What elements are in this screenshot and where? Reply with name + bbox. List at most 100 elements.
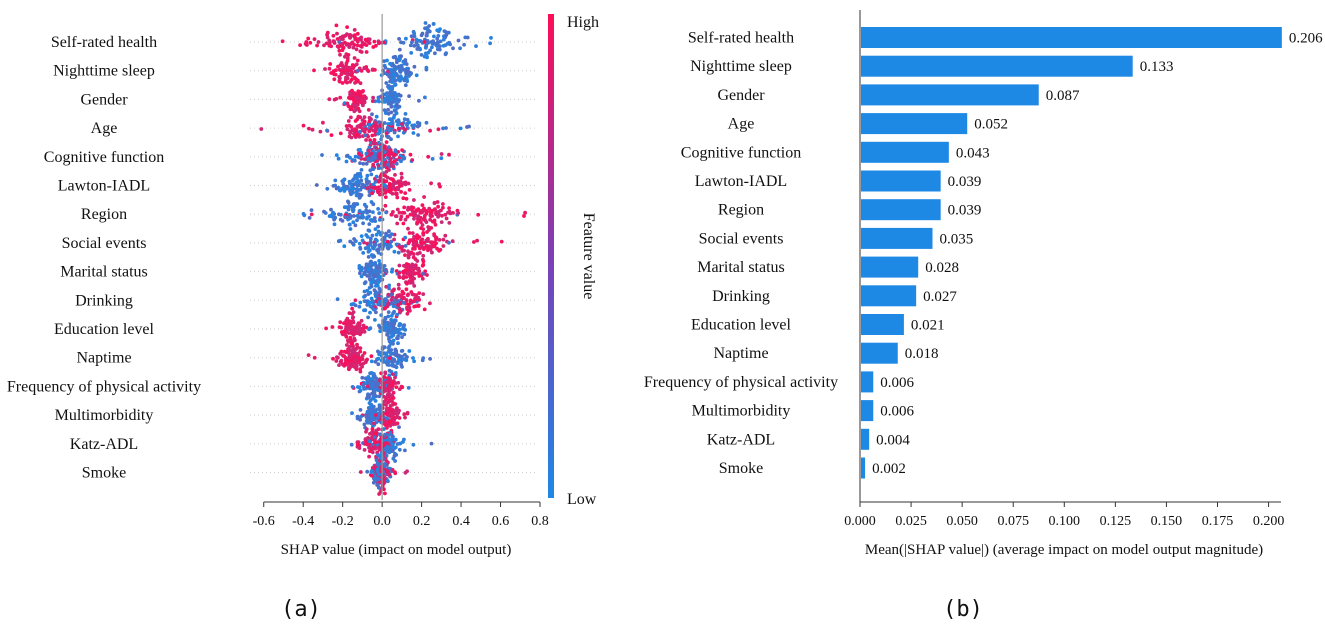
shap-point — [377, 296, 381, 301]
shap-point — [359, 234, 364, 239]
shap-point — [403, 83, 408, 88]
shap-point — [389, 239, 394, 244]
shap-point — [383, 371, 388, 376]
bar-label-age: Age — [728, 116, 755, 133]
shap-point — [447, 240, 451, 245]
shap-point — [392, 454, 397, 458]
shap-point — [443, 212, 448, 217]
shap-point — [360, 375, 365, 380]
shap-point — [417, 269, 422, 274]
shap-point — [371, 202, 376, 207]
shap-point — [356, 385, 360, 389]
shap-point — [376, 207, 380, 211]
x-tick-label: 0.0 — [373, 514, 391, 529]
shap-point — [337, 48, 342, 53]
bar-label-social-events: Social events — [699, 230, 784, 247]
shap-point — [419, 53, 424, 57]
shap-point — [403, 470, 408, 475]
shap-point — [422, 245, 427, 250]
shap-point — [349, 93, 354, 98]
mean-shap-bar-panel: Self-rated health Nighttime sleep Gender Ag… — [644, 10, 1323, 622]
shap-point — [407, 238, 412, 243]
shap-point — [358, 247, 363, 251]
shap-point — [405, 69, 409, 74]
shap-point — [395, 415, 400, 419]
shap-point — [394, 119, 399, 123]
feature-label-naptime: Naptime — [76, 350, 131, 367]
shap-point — [426, 154, 431, 159]
bar-value-education-level: 0.021 — [911, 318, 945, 334]
shap-point — [358, 271, 362, 276]
shap-point — [348, 362, 352, 366]
shap-point — [416, 45, 421, 50]
shap-point — [362, 100, 367, 105]
shap-point — [364, 427, 369, 431]
shap-point — [397, 210, 402, 215]
shap-point — [399, 54, 403, 59]
shap-point — [422, 213, 427, 218]
shap-point — [372, 393, 377, 397]
shap-point — [412, 44, 417, 48]
shap-point — [357, 322, 362, 326]
shap-point — [336, 156, 341, 161]
shap-point — [403, 182, 408, 187]
shap-point — [407, 265, 412, 269]
shap-point — [386, 135, 390, 140]
shap-point — [444, 30, 448, 35]
shap-point — [359, 193, 363, 197]
bar-label-region: Region — [718, 202, 764, 219]
shap-point — [332, 39, 336, 44]
shap-point — [440, 213, 444, 218]
shap-point — [349, 115, 353, 120]
shap-point — [355, 58, 360, 63]
shap-point — [324, 326, 328, 331]
x-tick-label: 0.050 — [946, 514, 978, 529]
shap-point — [439, 156, 444, 161]
shap-point — [343, 361, 348, 366]
shap-point — [488, 41, 492, 46]
shap-point — [404, 196, 409, 201]
shap-point — [330, 212, 335, 216]
shap-point — [362, 448, 367, 452]
shap-point — [407, 272, 412, 277]
shap-point — [407, 188, 412, 192]
shap-point — [384, 459, 389, 463]
shap-point — [358, 115, 362, 120]
shap-point — [390, 87, 395, 92]
shap-point — [366, 149, 371, 153]
shap-point — [309, 208, 314, 213]
shap-point — [399, 171, 404, 176]
shap-point — [413, 293, 418, 298]
shap-point — [399, 301, 403, 306]
shap-point — [403, 253, 407, 257]
shap-point — [386, 314, 391, 319]
shap-point — [359, 274, 364, 279]
shap-point — [361, 361, 366, 366]
shap-point — [382, 59, 387, 63]
shap-point — [358, 362, 363, 367]
shap-point — [325, 128, 329, 133]
shap-point — [403, 58, 408, 62]
shap-point — [346, 331, 351, 335]
shap-point — [348, 155, 352, 160]
x-tick-label: -0.4 — [292, 514, 314, 529]
shap-point — [385, 91, 389, 95]
shap-point — [387, 368, 392, 373]
shap-point — [368, 261, 372, 266]
shap-point — [435, 36, 440, 41]
shap-point — [406, 302, 411, 307]
shap-point — [410, 158, 415, 162]
shap-point — [356, 155, 361, 160]
shap-point — [393, 188, 398, 192]
shap-point — [372, 435, 377, 439]
shap-point — [411, 356, 415, 360]
bar-label-self-rated-health: Self-rated health — [688, 30, 794, 47]
shap-point — [390, 419, 395, 424]
shap-point — [363, 246, 368, 251]
shap-point — [447, 221, 452, 225]
shap-point — [387, 189, 391, 194]
shap-point — [397, 353, 401, 358]
shap-point — [400, 210, 405, 215]
shap-point — [375, 269, 379, 273]
shap-point — [360, 238, 365, 243]
